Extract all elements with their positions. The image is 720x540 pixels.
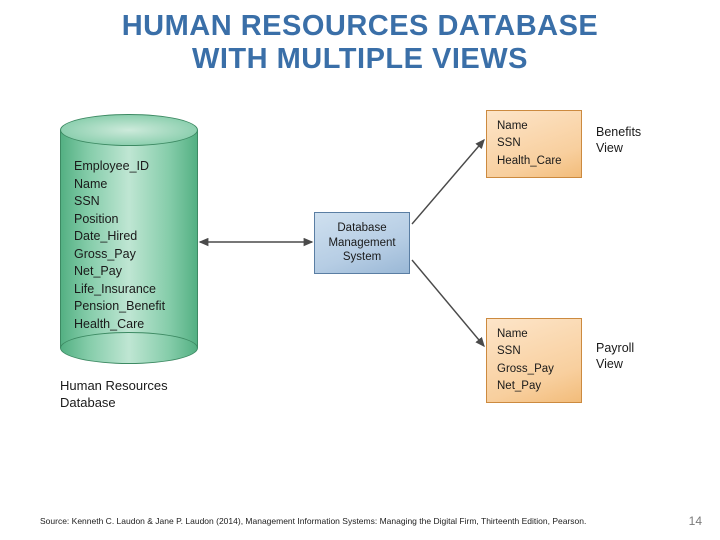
benefits-label-line1: Benefits [596, 125, 641, 139]
database-label: Human Resources Database [60, 378, 168, 412]
view-field: Name [497, 326, 571, 343]
benefits-view-box: Name SSN Health_Care [486, 110, 582, 178]
view-field: Health_Care [497, 153, 571, 170]
view-field: Name [497, 118, 571, 135]
view-field: SSN [497, 135, 571, 152]
payroll-view-label: Payroll View [596, 340, 634, 373]
db-field: SSN [74, 193, 165, 211]
cylinder-top [60, 114, 198, 146]
db-field: Pension_Benefit [74, 298, 165, 316]
db-field: Gross_Pay [74, 246, 165, 264]
db-field: Employee_ID [74, 158, 165, 176]
database-fields: Employee_ID Name SSN Position Date_Hired… [74, 158, 165, 333]
arrow-dbms-payroll [412, 260, 484, 346]
database-label-line2: Database [60, 395, 116, 410]
source-footer: Source: Kenneth C. Laudon & Jane P. Laud… [40, 516, 586, 526]
title-line-1: HUMAN RESOURCES DATABASE [122, 10, 599, 42]
diagram-canvas: Employee_ID Name SSN Position Date_Hired… [0, 100, 720, 480]
view-field: Net_Pay [497, 378, 571, 395]
dbms-box: Database Management System [314, 212, 410, 274]
db-field: Position [74, 211, 165, 229]
benefits-label-line2: View [596, 141, 623, 155]
slide-title: HUMAN RESOURCES DATABASE WITH MULTIPLE V… [0, 0, 720, 77]
db-field: Name [74, 176, 165, 194]
view-field: SSN [497, 343, 571, 360]
db-field: Health_Care [74, 316, 165, 334]
database-label-line1: Human Resources [60, 378, 168, 393]
arrow-dbms-benefits [412, 140, 484, 224]
database-cylinder: Employee_ID Name SSN Position Date_Hired… [60, 114, 198, 364]
db-field: Life_Insurance [74, 281, 165, 299]
view-field: Gross_Pay [497, 361, 571, 378]
payroll-view-box: Name SSN Gross_Pay Net_Pay [486, 318, 582, 403]
page-number: 14 [689, 514, 702, 528]
title-line-2: WITH MULTIPLE VIEWS [192, 43, 528, 75]
payroll-label-line1: Payroll [596, 341, 634, 355]
benefits-view-label: Benefits View [596, 124, 641, 157]
db-field: Date_Hired [74, 228, 165, 246]
db-field: Net_Pay [74, 263, 165, 281]
payroll-label-line2: View [596, 357, 623, 371]
dbms-text: Database Management System [319, 221, 405, 266]
cylinder-bottom [60, 332, 198, 364]
